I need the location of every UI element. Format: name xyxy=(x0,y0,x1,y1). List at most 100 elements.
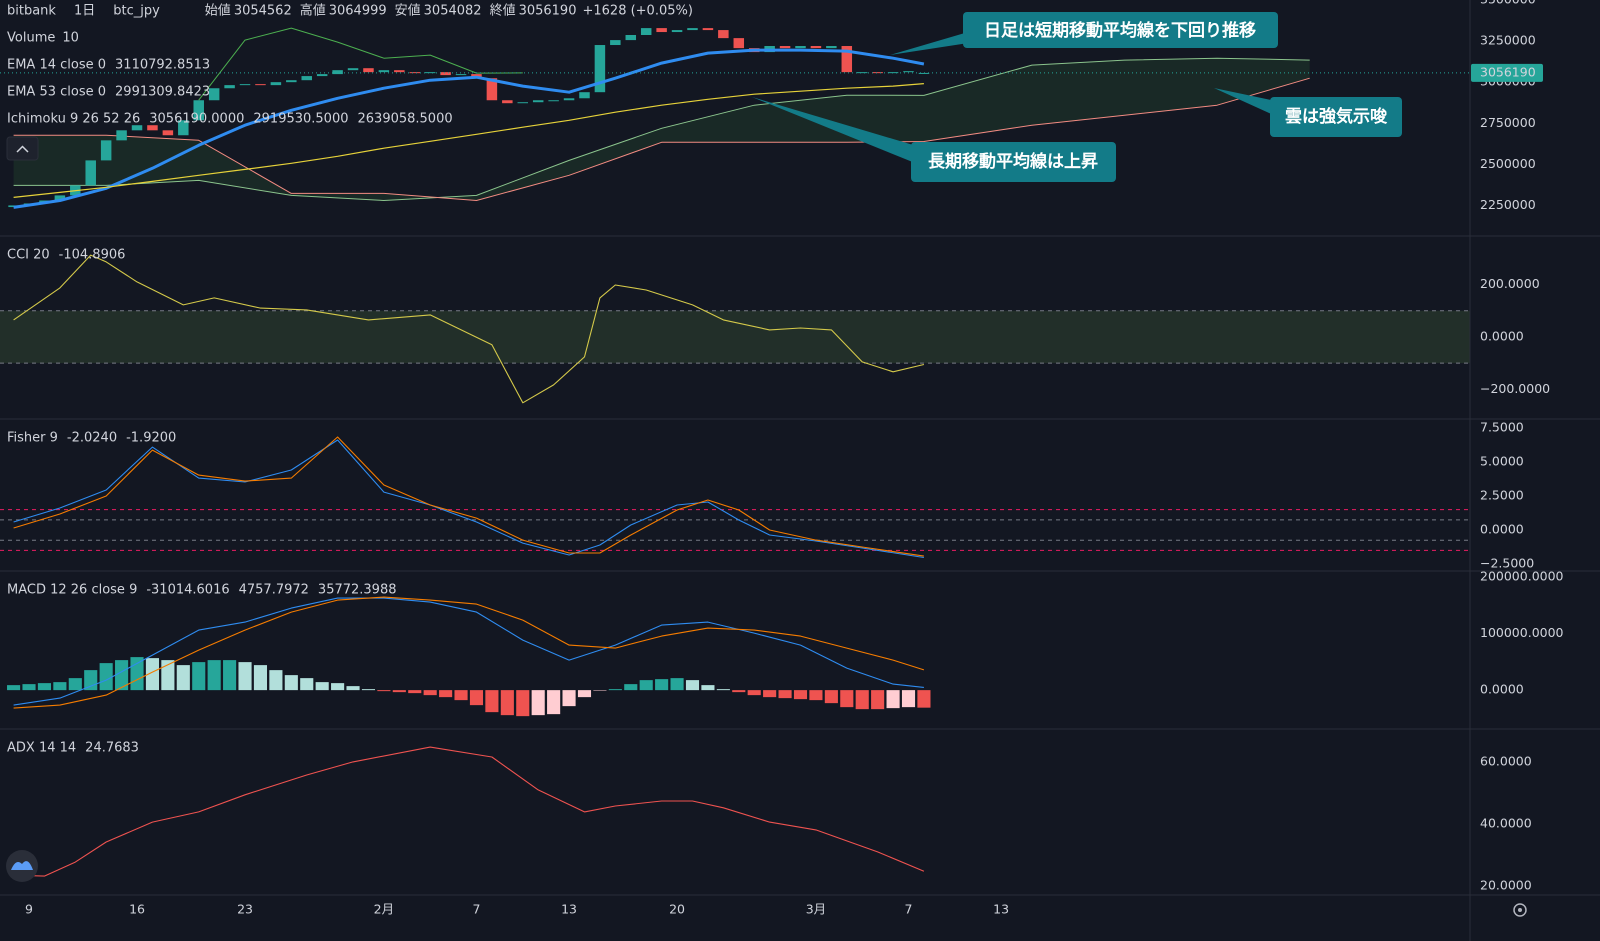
pane-plot xyxy=(0,254,1470,404)
annotation-text: 雲は強気示唆 xyxy=(1285,106,1388,127)
candle xyxy=(486,78,498,101)
y-tick-label: 2.5000 xyxy=(1480,488,1524,503)
candle xyxy=(455,74,467,76)
candle xyxy=(548,100,559,102)
legend-text: 3056190 xyxy=(519,4,577,19)
legend-text: CCI 20 xyxy=(7,248,50,263)
candle xyxy=(856,72,868,74)
legend-text: Ichimoku 9 26 52 26 xyxy=(7,112,140,127)
histogram-bar xyxy=(176,665,190,691)
legend-text: 4757.7972 xyxy=(239,583,309,598)
pane-plot xyxy=(0,436,1470,559)
price-tag xyxy=(1471,63,1543,82)
collapse-button[interactable] xyxy=(6,136,39,161)
histogram-bar xyxy=(423,690,437,696)
candle xyxy=(563,98,575,101)
histogram-bar xyxy=(99,663,113,691)
gear-icon[interactable] xyxy=(1513,903,1527,917)
histogram-bar xyxy=(469,690,484,706)
histogram-bar xyxy=(639,680,653,691)
candle xyxy=(394,70,405,73)
candle xyxy=(85,160,96,186)
candle xyxy=(208,88,220,101)
price-tag-text: 3056190 xyxy=(1480,64,1536,79)
candle xyxy=(579,92,590,99)
histogram-bar xyxy=(793,690,808,700)
legend-text: -104.8906 xyxy=(59,248,126,263)
candle xyxy=(795,46,806,49)
candle xyxy=(193,100,204,121)
x-tick-label: 13 xyxy=(561,902,577,917)
histogram-bar xyxy=(655,679,669,691)
candle xyxy=(610,40,621,46)
logo-mark xyxy=(11,861,33,870)
histogram-bar xyxy=(624,684,638,691)
histogram-bar xyxy=(223,660,237,691)
pane-plot xyxy=(7,596,931,717)
candle xyxy=(517,102,529,104)
candle xyxy=(687,28,698,31)
y-tick-label: 2250000 xyxy=(1480,197,1536,212)
y-tick-label: 2500000 xyxy=(1480,156,1536,171)
callout-box xyxy=(963,12,1278,48)
candle xyxy=(532,100,544,103)
legend-text: 1日 xyxy=(74,4,95,19)
histogram-bar xyxy=(747,690,761,696)
candle xyxy=(239,84,251,86)
candle xyxy=(363,68,374,73)
candle xyxy=(625,35,637,41)
callout-box xyxy=(1270,97,1402,137)
histogram-bar xyxy=(577,690,592,698)
legend-text: Fisher 9 xyxy=(7,431,58,446)
histogram-bar xyxy=(238,662,252,691)
candle xyxy=(779,46,791,49)
candle xyxy=(131,125,143,131)
histogram-bar xyxy=(284,675,298,691)
legend-text: -31014.6016 xyxy=(146,583,229,598)
histogram-bar xyxy=(269,670,283,691)
settings-button[interactable] xyxy=(1513,903,1527,917)
plot-layers xyxy=(0,27,1470,877)
histogram-bar xyxy=(130,657,144,691)
pane-plot xyxy=(13,746,925,877)
candle xyxy=(378,70,390,73)
collapse-button-bg[interactable] xyxy=(6,136,39,161)
histogram-bar xyxy=(485,690,499,713)
histogram-bar xyxy=(145,658,160,691)
candle xyxy=(887,72,899,74)
legend-text: 3110792.8513 xyxy=(115,58,210,73)
histogram-bar xyxy=(593,690,607,691)
callout-pointer xyxy=(1214,88,1285,118)
candle xyxy=(255,84,266,86)
legend-text: 終値 xyxy=(490,3,516,19)
histogram-bar xyxy=(886,690,900,709)
pane-plot xyxy=(8,27,1310,209)
candle xyxy=(841,46,853,73)
candle xyxy=(332,70,343,75)
candle xyxy=(702,28,714,31)
candle xyxy=(424,72,436,74)
annotation-text: 日足は短期移動平均線を下回り推移 xyxy=(984,20,1256,41)
y-tick-label: −200.0000 xyxy=(1480,381,1550,396)
candle xyxy=(270,82,282,86)
histogram-bar xyxy=(115,660,129,691)
legend-text: 2991309.8423 xyxy=(115,85,210,100)
histogram-bar xyxy=(901,690,916,708)
y-tick-label: 20.0000 xyxy=(1480,878,1532,893)
histogram-bar xyxy=(732,690,746,693)
callout-pointer xyxy=(752,97,930,165)
histogram-bar xyxy=(917,690,931,708)
legend-text: 2919530.5000 xyxy=(253,112,348,127)
legend-text: 安値 xyxy=(395,3,421,19)
x-tick-label: 13 xyxy=(993,902,1009,917)
line xyxy=(13,83,924,198)
line xyxy=(13,746,925,877)
histogram-bar xyxy=(439,690,453,698)
callout-box xyxy=(911,142,1116,182)
histogram-bar xyxy=(685,680,700,691)
logo[interactable] xyxy=(6,850,38,882)
legend-text: 35772.3988 xyxy=(318,583,397,598)
histogram-bar xyxy=(824,690,838,704)
legend-text: 10 xyxy=(62,31,79,46)
candle xyxy=(116,130,127,141)
